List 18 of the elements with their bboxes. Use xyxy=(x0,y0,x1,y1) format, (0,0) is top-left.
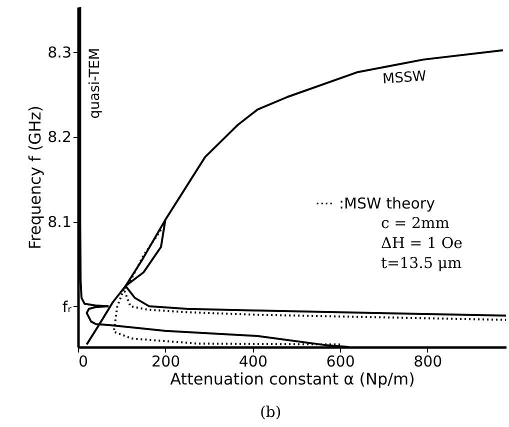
y-tick-label: 8.1 xyxy=(48,213,72,232)
x-axis-title: Attenuation constant α (Np/m) xyxy=(170,370,415,388)
y-tick-label: fᵣ xyxy=(62,298,72,316)
annotation: c = 2mm xyxy=(381,214,450,232)
legend-label: :MSW theory xyxy=(339,194,436,212)
x-tick-label: 600 xyxy=(326,352,355,370)
annotation: quasi-TEM xyxy=(87,48,104,119)
x-tick-label: 400 xyxy=(238,352,268,370)
annotation: t=13.5 μm xyxy=(381,254,462,272)
x-tick-label: 200 xyxy=(152,352,180,370)
y-tick-label: 8.3 xyxy=(48,43,72,62)
annotation: ΔH = 1 Oe xyxy=(381,234,463,252)
y-axis-title: Frequency f (GHz) xyxy=(26,106,45,250)
text: (b) xyxy=(260,403,282,421)
annotation: MSSW xyxy=(382,68,427,88)
x-tick-label: 0 xyxy=(78,352,88,370)
x-tick-label: 800 xyxy=(414,352,442,370)
y-tick-label: 8.2 xyxy=(48,128,72,146)
